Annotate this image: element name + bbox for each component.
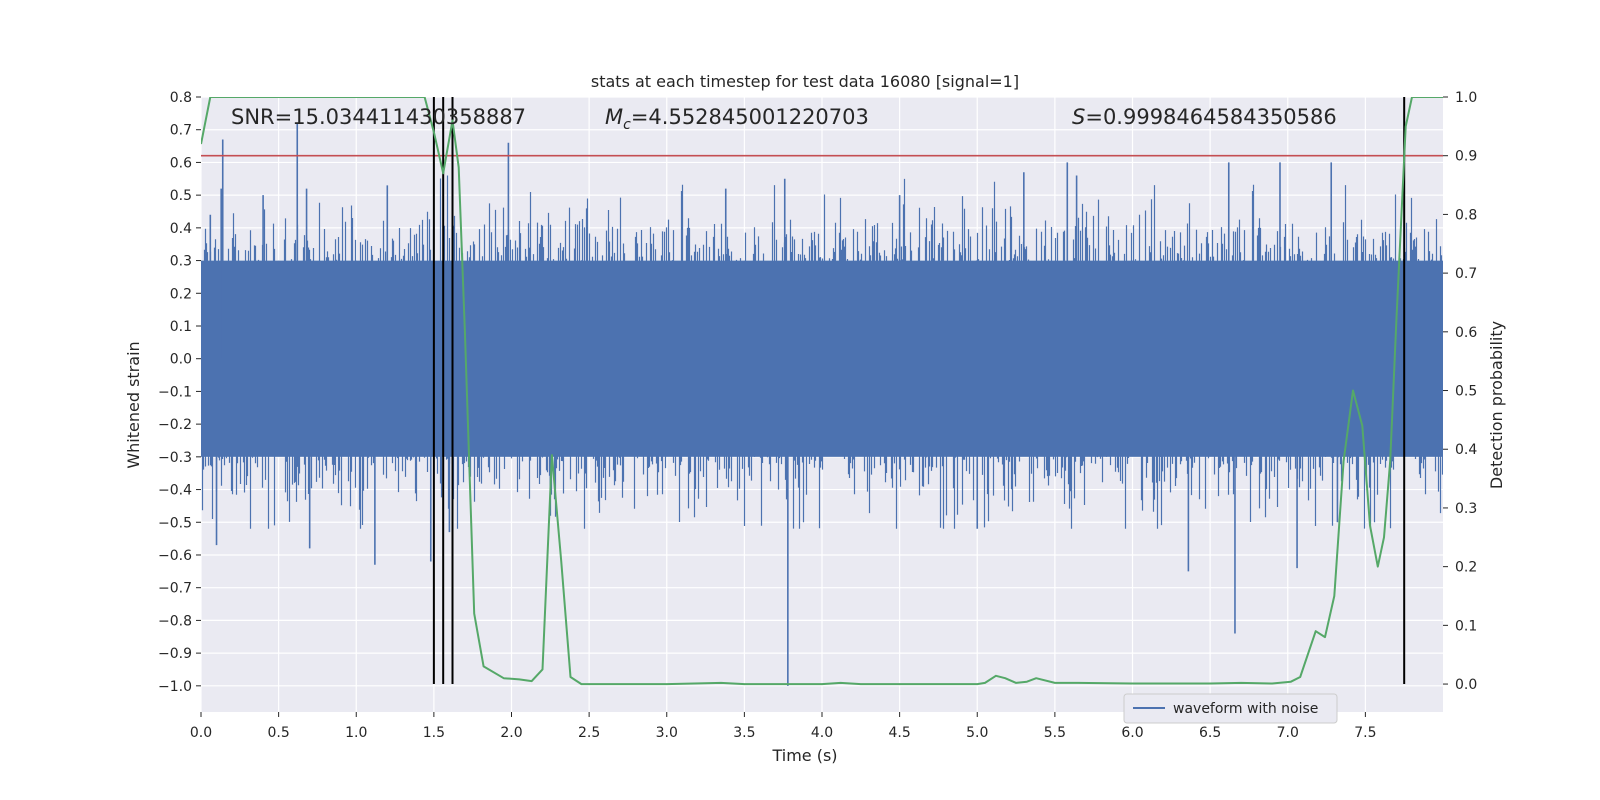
y2-axis-ticks: 1.0 0.9 0.8 0.7 0.6 0.5 0.4 0.3 0.2 0.1 0.0 xyxy=(1443,90,1477,693)
x-tick-label: 5.5 xyxy=(1044,725,1066,741)
x-tick-label: 5.0 xyxy=(966,725,988,741)
y2-tick-label: 0.5 xyxy=(1455,384,1477,400)
y2-tick-label: 0.8 xyxy=(1455,207,1477,223)
y-tick-label: −0.8 xyxy=(158,613,192,629)
y-axis-ticks: 0.8 0.7 0.6 0.5 0.4 0.3 0.2 0.1 0.0 −0.1 −0.2 −0.3 −… xyxy=(158,90,201,695)
x-tick-label: 4.5 xyxy=(888,725,910,741)
x-axis-ticks: 0.0 0.5 1.0 1.5 2.0 2.5 3.0 3.5 4.0 4.5 5.0 5.5 6.0 6… xyxy=(190,712,1377,741)
y2-axis-label: Detection probability xyxy=(1487,321,1506,489)
x-tick-label: 0.5 xyxy=(267,725,289,741)
x-tick-label: 4.0 xyxy=(811,725,833,741)
detection-probability-line xyxy=(201,97,1443,686)
y-tick-label: −1.0 xyxy=(158,679,192,695)
y-tick-label: −0.7 xyxy=(158,581,192,597)
y2-tick-label: 1.0 xyxy=(1455,90,1477,106)
y-tick-label: −0.3 xyxy=(158,450,192,466)
waveform-series xyxy=(201,123,1443,686)
x-tick-label: 7.0 xyxy=(1277,725,1299,741)
y2-tick-label: 0.7 xyxy=(1455,266,1477,282)
waveform-core xyxy=(201,260,1443,457)
y-tick-label: 0.5 xyxy=(170,188,192,204)
chirp-mass-annotation: Mc=4.552845001220703 xyxy=(605,105,869,133)
x-tick-label: 3.0 xyxy=(656,725,678,741)
x-tick-label: 1.5 xyxy=(423,725,445,741)
x-tick-label: 2.0 xyxy=(500,725,522,741)
legend: waveform with noise xyxy=(1123,693,1338,724)
score-annotation: S=0.9998464584350586 xyxy=(1072,105,1337,129)
y-tick-label: −0.6 xyxy=(158,548,192,564)
y-tick-label: −0.9 xyxy=(158,646,192,662)
y-tick-label: 0.1 xyxy=(170,319,192,335)
overlay-lines xyxy=(201,97,1443,686)
x-tick-label: 3.5 xyxy=(733,725,755,741)
legend-label-waveform: waveform with noise xyxy=(1173,701,1318,717)
y-tick-label: 0.6 xyxy=(170,155,192,171)
chart-title: stats at each timestep for test data 160… xyxy=(591,72,1019,91)
y-tick-label: 0.2 xyxy=(170,286,192,302)
snr-annotation: SNR=15.034411430358887 xyxy=(231,105,526,129)
x-tick-label: 1.0 xyxy=(345,725,367,741)
y2-tick-label: 0.0 xyxy=(1455,677,1477,693)
x-tick-label: 7.5 xyxy=(1354,725,1376,741)
y-tick-label: 0.7 xyxy=(170,123,192,139)
x-tick-label: 0.0 xyxy=(190,725,212,741)
x-tick-label: 6.5 xyxy=(1199,725,1221,741)
y-tick-label: 0.0 xyxy=(170,352,192,368)
y2-tick-label: 0.6 xyxy=(1455,325,1477,341)
x-tick-label: 2.5 xyxy=(578,725,600,741)
y-tick-label: 0.8 xyxy=(170,90,192,106)
y-tick-label: −0.1 xyxy=(158,384,192,400)
y2-tick-label: 0.9 xyxy=(1455,149,1477,165)
x-axis-label: Time (s) xyxy=(771,746,837,765)
y2-tick-label: 0.3 xyxy=(1455,501,1477,517)
y-tick-label: −0.5 xyxy=(158,515,192,531)
y2-tick-label: 0.4 xyxy=(1455,442,1477,458)
y2-tick-label: 0.2 xyxy=(1455,560,1477,576)
legend-box xyxy=(1123,693,1338,724)
y-tick-label: 0.3 xyxy=(170,254,192,270)
y-tick-label: −0.2 xyxy=(158,417,192,433)
y-tick-label: 0.4 xyxy=(170,221,192,237)
x-tick-label: 6.0 xyxy=(1121,725,1143,741)
y-tick-label: −0.4 xyxy=(158,483,192,499)
y-axis-label: Whitened strain xyxy=(124,341,143,468)
y2-tick-label: 0.1 xyxy=(1455,618,1477,634)
